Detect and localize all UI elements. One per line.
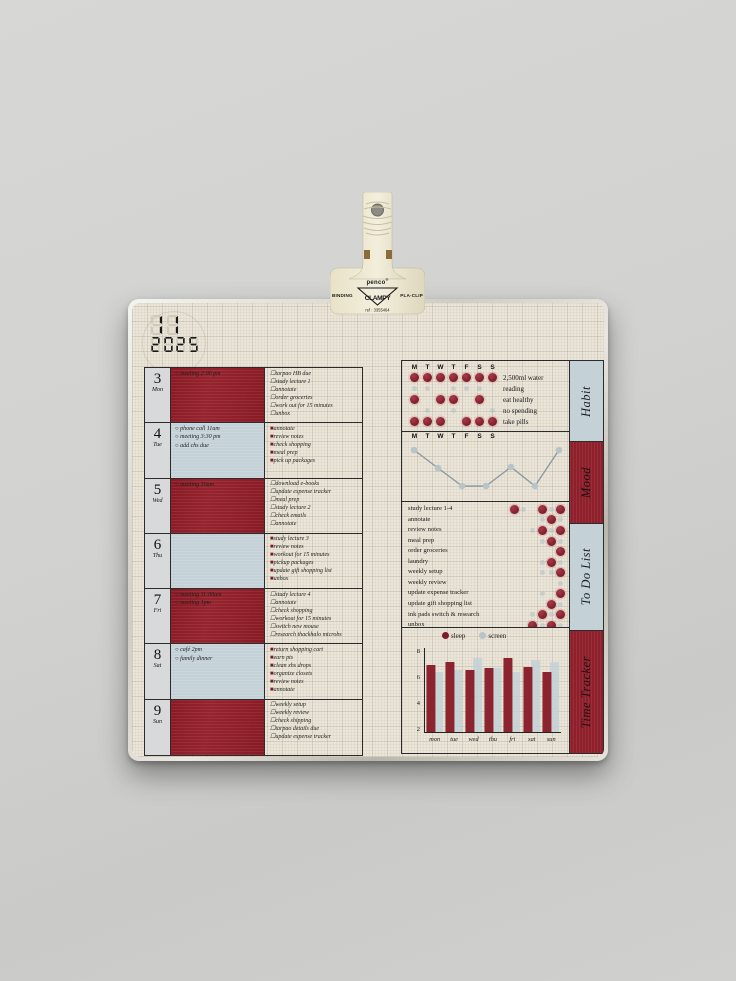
svg-text:CLAMPY: CLAMPY <box>365 295 391 302</box>
svg-text:PLA-CLIP: PLA-CLIP <box>400 293 423 298</box>
svg-text:ref : 3355464: ref : 3355464 <box>365 308 390 313</box>
svg-text:penco®: penco® <box>366 278 388 286</box>
svg-text:BINDING: BINDING <box>332 293 353 298</box>
